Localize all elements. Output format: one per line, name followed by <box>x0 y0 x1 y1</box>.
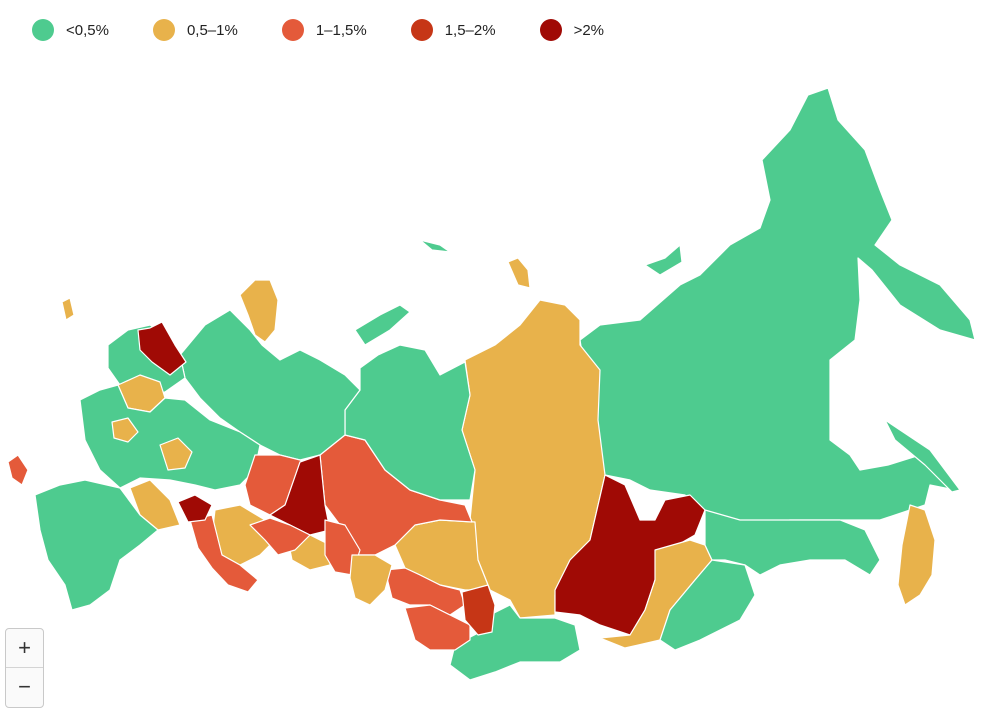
legend-item-0-5-1[interactable]: 0,5–1% <box>152 19 238 41</box>
region-islands-north[interactable] <box>354 304 411 346</box>
region-amur[interactable] <box>704 509 881 576</box>
region-far-east[interactable] <box>579 87 976 526</box>
region-moscow[interactable] <box>177 494 213 523</box>
region-zabaikalye[interactable] <box>659 559 756 651</box>
zoom-control: + − <box>5 628 44 708</box>
region-novaya-zemlya[interactable] <box>239 279 279 343</box>
region-saratov[interactable] <box>189 514 259 593</box>
legend-swatch <box>539 19 562 41</box>
map-legend: <0,5% 0,5–1% 1–1,5% 1,5–2% >2% <box>32 16 604 44</box>
legend-swatch <box>32 19 54 41</box>
legend-item-lt-0-5[interactable]: <0,5% <box>32 19 109 41</box>
legend-item-1-5-2[interactable]: 1,5–2% <box>410 19 496 41</box>
legend-item-1-1-5[interactable]: 1–1,5% <box>281 19 367 41</box>
legend-swatch <box>410 19 433 41</box>
region-south[interactable] <box>34 479 159 611</box>
zoom-out-button[interactable]: − <box>18 674 31 699</box>
region-altai-krai[interactable] <box>404 604 471 651</box>
region-islands-north-2[interactable] <box>419 239 451 253</box>
region-murmansk[interactable] <box>137 321 187 376</box>
region-kemerovo[interactable] <box>461 584 496 636</box>
region-island-east[interactable] <box>644 244 683 276</box>
region-chelyabinsk[interactable] <box>249 517 311 556</box>
region-tver-yellow[interactable] <box>159 437 193 471</box>
legend-label: >2% <box>573 21 605 39</box>
region-severnaya-zemlya[interactable] <box>507 257 531 289</box>
zoom-in-button[interactable]: + <box>6 629 43 668</box>
legend-swatch <box>281 19 304 41</box>
region-primorye[interactable] <box>897 504 936 606</box>
region-yamal[interactable] <box>344 344 476 501</box>
region-omsk-yellow[interactable] <box>349 554 393 606</box>
legend-label: 1,5–2% <box>444 21 496 39</box>
region-arkhangelsk[interactable] <box>179 309 361 461</box>
legend-label: 0,5–1% <box>186 21 238 39</box>
region-sakhalin[interactable] <box>884 419 961 493</box>
region-crimea[interactable] <box>7 454 29 486</box>
legend-item-gt-2[interactable]: >2% <box>539 19 605 41</box>
legend-label: <0,5% <box>66 21 109 39</box>
legend-label: 1–1,5% <box>315 21 367 39</box>
legend-swatch <box>152 19 175 41</box>
region-yaroslavl-yellow[interactable] <box>111 417 139 443</box>
region-kaliningrad[interactable] <box>61 297 75 321</box>
